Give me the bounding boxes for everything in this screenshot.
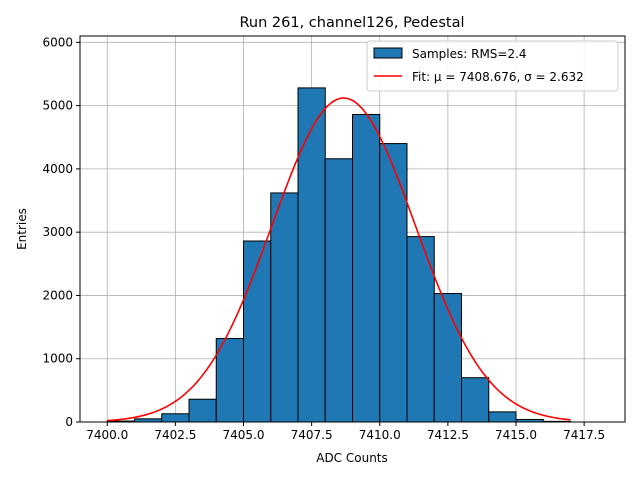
x-tick-label: 7400.0 xyxy=(86,428,128,442)
y-tick-label: 1000 xyxy=(42,352,73,366)
x-axis-label: ADC Counts xyxy=(316,451,388,465)
histogram-bar xyxy=(243,240,272,423)
legend-samples-swatch xyxy=(373,47,403,59)
histogram-bar xyxy=(461,377,490,423)
y-tick-label: 6000 xyxy=(42,35,73,49)
histogram-bar xyxy=(488,411,517,423)
legend: Samples: RMS=2.4 Fit: μ = 7408.676, σ = … xyxy=(366,40,619,92)
histogram-bar xyxy=(188,398,217,423)
y-axis-label: Entries xyxy=(15,208,29,250)
x-tick-label: 7417.5 xyxy=(563,428,605,442)
x-tick-label: 7407.5 xyxy=(291,428,333,442)
y-tick-label: 5000 xyxy=(42,99,73,113)
histogram-bar xyxy=(297,87,326,423)
histogram-bar xyxy=(379,143,408,423)
x-tick-label: 7415.0 xyxy=(495,428,537,442)
x-tick-label: 7402.5 xyxy=(154,428,196,442)
legend-fit-label: Fit: μ = 7408.676, σ = 2.632 xyxy=(412,70,584,84)
y-axis: 0 1000 2000 3000 4000 5000 6000 xyxy=(42,35,80,429)
y-tick-label: 4000 xyxy=(42,162,73,176)
histogram-bar xyxy=(215,337,244,423)
histogram-bar xyxy=(433,293,462,423)
legend-box xyxy=(366,40,619,92)
chart-title: Run 261, channel126, Pedestal xyxy=(239,15,464,31)
histogram-bar xyxy=(270,192,299,423)
plot-frame xyxy=(79,35,626,423)
histogram-bar xyxy=(324,158,353,423)
x-tick-label: 7412.5 xyxy=(427,428,469,442)
y-tick-label: 3000 xyxy=(42,225,73,239)
fit-curve-layer xyxy=(107,97,571,422)
y-tick-label: 2000 xyxy=(42,288,73,302)
y-tick-label: 0 xyxy=(65,415,73,429)
x-tick-label: 7405.0 xyxy=(223,428,265,442)
x-tick-label: 7410.0 xyxy=(359,428,401,442)
legend-samples-label: Samples: RMS=2.4 xyxy=(412,47,527,61)
fit-curve xyxy=(107,97,571,422)
x-axis: 7400.0 7402.5 7405.0 7407.5 7410.0 7412.5 7415… xyxy=(86,422,605,442)
histogram-bar xyxy=(161,413,190,423)
histogram-bar xyxy=(406,236,435,423)
histogram-bar xyxy=(352,113,381,423)
